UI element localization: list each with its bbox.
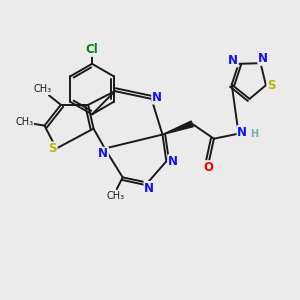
Text: H: H (250, 129, 258, 139)
Text: N: N (258, 52, 268, 65)
Text: O: O (203, 161, 213, 174)
Text: N: N (152, 91, 162, 104)
Text: CH₃: CH₃ (16, 117, 34, 128)
Text: CH₃: CH₃ (106, 191, 124, 201)
Text: S: S (49, 142, 57, 155)
Text: Cl: Cl (86, 43, 98, 56)
Text: N: N (237, 126, 247, 139)
Text: N: N (144, 182, 154, 194)
Polygon shape (163, 121, 193, 134)
Text: N: N (98, 147, 108, 161)
Text: N: N (168, 155, 178, 168)
Text: N: N (228, 54, 238, 67)
Text: S: S (267, 79, 275, 92)
Text: CH₃: CH₃ (34, 84, 52, 94)
